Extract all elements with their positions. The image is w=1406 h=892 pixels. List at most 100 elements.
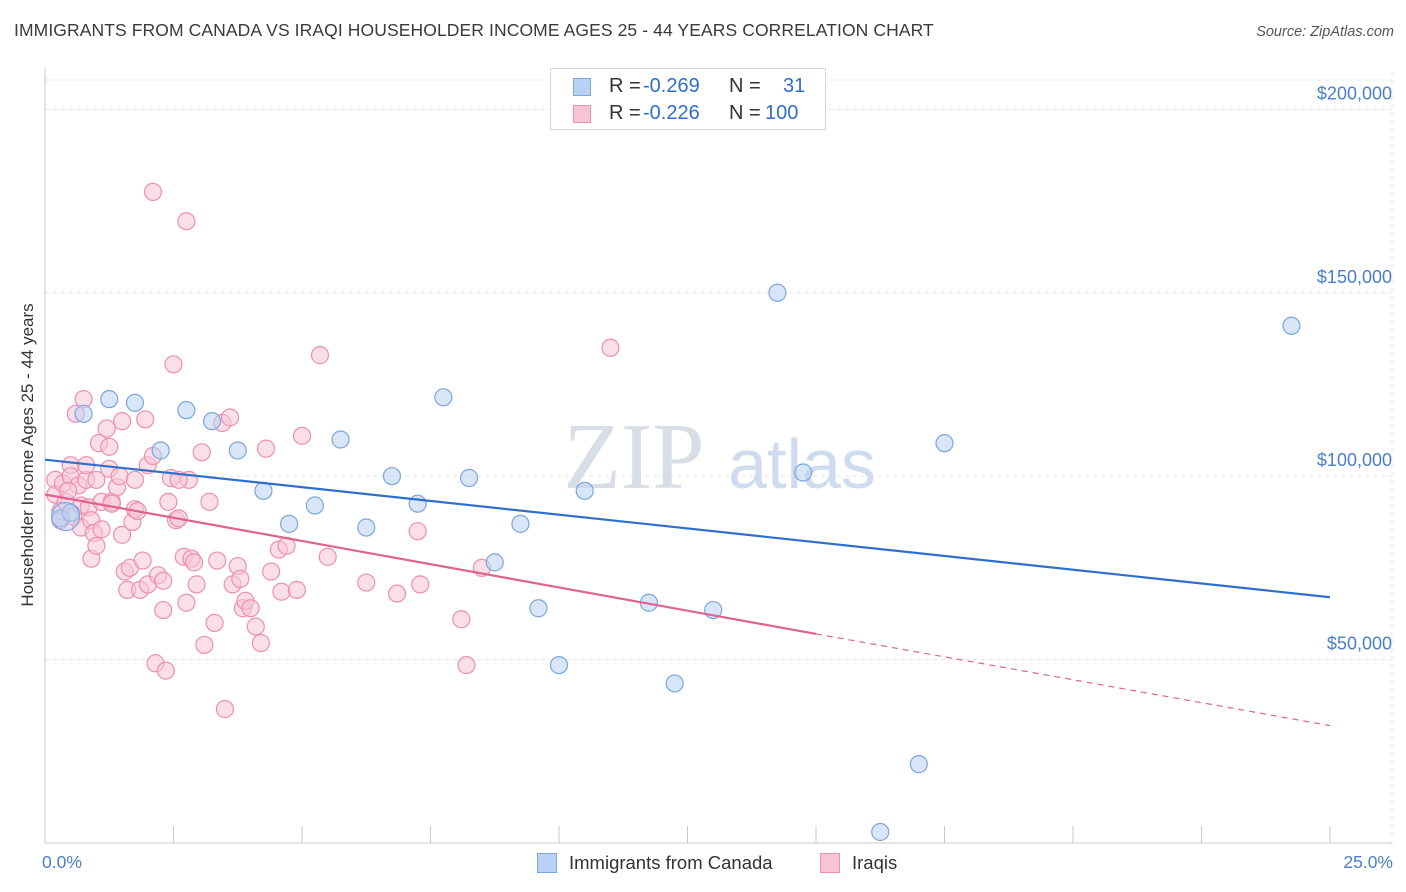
iraqis-point (154, 600, 173, 620)
iraqis-point (87, 536, 106, 555)
iraqis-point (241, 599, 260, 618)
legend-r-label: R = (609, 75, 641, 97)
legend-swatch-iraqis (573, 105, 591, 123)
legend-r-value: -0.269 (643, 75, 700, 97)
canada-point (382, 467, 402, 486)
canada-point (511, 514, 530, 533)
iraqis-point (215, 700, 234, 719)
x-tick-max: 25.0% (1343, 852, 1393, 872)
legend-swatch-iraqis (820, 853, 840, 873)
legend-label-iraqis: Iraqis (852, 852, 898, 873)
chart-title: IMMIGRANTS FROM CANADA VS IRAQI HOUSEHOL… (14, 20, 934, 40)
iraqis-point (100, 437, 119, 456)
canada-point (459, 468, 479, 488)
legend-n-value: 31 (783, 75, 806, 97)
iraqis-point (156, 661, 175, 680)
iraqis-point (187, 575, 206, 594)
canada-point (575, 481, 594, 500)
canada-cluster-point (50, 501, 81, 532)
canada-point (1282, 316, 1301, 335)
iraqis-point (251, 633, 270, 653)
canada-point (228, 441, 247, 460)
canada-point (74, 404, 93, 423)
legend-n-label: N = (729, 102, 761, 124)
axes (44, 68, 1392, 844)
legend-r-label: R = (609, 102, 641, 124)
series-iraqis-points (46, 182, 620, 719)
canada-point (254, 481, 273, 500)
iraqis-point (177, 212, 196, 231)
canada-point (151, 441, 170, 460)
y-tick-label: $50,000 (1327, 634, 1392, 654)
canada-point (202, 412, 222, 431)
canada-point (100, 390, 119, 409)
canada-point (935, 434, 954, 453)
iraqis-point (387, 584, 407, 603)
iraqis-point (318, 547, 337, 566)
iraqis-point (357, 573, 376, 592)
iraqis-point (110, 467, 129, 486)
iraqis-point (97, 419, 116, 438)
iraqis-point (92, 520, 111, 539)
canada-point (909, 755, 928, 774)
x-tick-min: 0.0% (42, 852, 82, 872)
iraqis-point (133, 551, 152, 570)
source-label: Source: ZipAtlas.com (1256, 24, 1394, 40)
iraqis-point (177, 593, 196, 612)
iraqis-trend-line-extension (815, 633, 1331, 727)
iraqis-point (87, 470, 106, 489)
canada-point (549, 655, 569, 675)
canada-point (434, 388, 453, 407)
iraqis-point (112, 525, 132, 544)
iraqis-point (112, 412, 132, 431)
iraqis-point (452, 610, 471, 629)
canada-point (794, 463, 813, 482)
iraqis-point (272, 582, 291, 601)
canada-point (125, 393, 145, 412)
iraqis-point (143, 182, 163, 201)
iraqis-point (159, 492, 178, 511)
iraqis-point (184, 553, 204, 572)
iraqis-point (208, 551, 227, 570)
iraqis-point (125, 470, 145, 489)
iraqis-point (601, 338, 620, 357)
iraqis-point (136, 410, 155, 429)
iraqis-point (457, 655, 476, 675)
iraqis-point (262, 562, 281, 581)
canada-point (871, 822, 890, 842)
canada-point (485, 553, 504, 572)
iraqis-point (411, 575, 430, 594)
iraqis-trend-line (44, 493, 817, 635)
canada-point (665, 674, 684, 693)
iraqis-point (292, 426, 312, 445)
y-tick-label: $100,000 (1317, 450, 1392, 470)
iraqis-point (246, 617, 265, 636)
y-tick-label: $200,000 (1317, 83, 1392, 103)
iraqis-point (192, 443, 211, 462)
legend-label-canada: Immigrants from Canada (569, 852, 773, 873)
legend-n-label: N = (729, 75, 761, 97)
canada-point (305, 496, 324, 515)
y-tick-label: $150,000 (1317, 267, 1392, 287)
legend-swatch-canada (573, 78, 591, 96)
canada-point (331, 430, 350, 449)
canada-point (768, 283, 787, 302)
iraqis-point (195, 635, 214, 655)
iraqis-point (164, 355, 183, 374)
canada-point (408, 494, 427, 513)
iraqis-point (200, 492, 219, 511)
canada-point (357, 518, 376, 537)
iraqis-point (102, 494, 121, 513)
canada-point (529, 599, 548, 618)
iraqis-point (256, 439, 276, 458)
y-axis-label: Householder Income Ages 25 - 44 years (18, 303, 37, 607)
canada-trend-line (44, 458, 1331, 599)
iraqis-point (220, 408, 240, 427)
iraqis-point (154, 571, 173, 590)
iraqis-point (231, 569, 250, 588)
iraqis-point (287, 580, 306, 599)
y-tick-labels: $50,000 $100,000 $150,000 $200,000 (1317, 83, 1392, 653)
canada-point (177, 401, 196, 420)
legend-n-value: 100 (765, 102, 799, 124)
